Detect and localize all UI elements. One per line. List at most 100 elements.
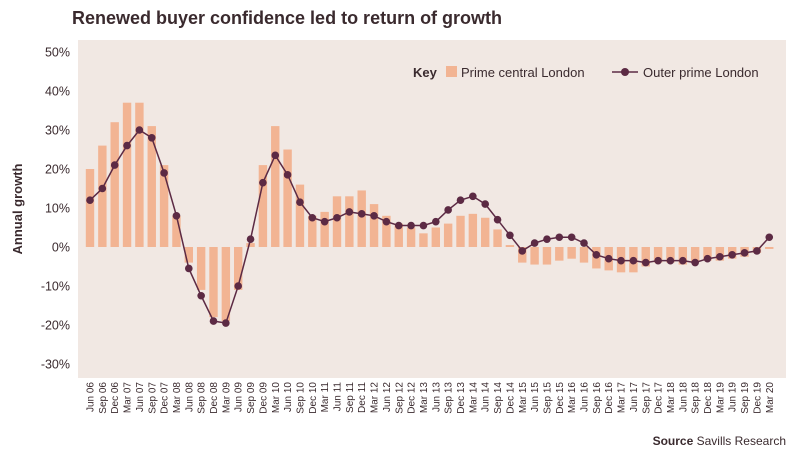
bar-prime-central: [196, 247, 206, 290]
point-outer-prime: [333, 213, 341, 222]
bar-prime-central: [246, 243, 255, 247]
point-outer-prime: [123, 141, 131, 150]
y-axis-label: Annual growth: [10, 163, 25, 254]
x-tick-label: Sep 14: [493, 382, 504, 414]
legend-entry-prime-central: Prime central London: [461, 65, 585, 80]
bar-prime-central: [765, 247, 774, 249]
point-outer-prime: [604, 254, 613, 263]
bar-prime-central: [431, 227, 440, 247]
point-outer-prime: [185, 264, 193, 273]
bar-prime-central: [234, 247, 243, 290]
x-tick-label: Sep 10: [295, 382, 306, 414]
point-outer-prime: [296, 198, 304, 206]
x-tick-label: Jun 10: [283, 382, 294, 412]
point-outer-prime: [98, 184, 107, 193]
bar-prime-central: [172, 215, 181, 247]
x-tick-label: Dec 11: [357, 382, 368, 413]
x-tick-label: Mar 07: [123, 382, 134, 414]
bar-prime-central: [221, 247, 231, 322]
source-text: Savills Research: [696, 434, 786, 448]
point-outer-prime: [629, 256, 638, 265]
bar-prime-central: [159, 165, 169, 247]
x-tick-label: Mar 13: [419, 382, 430, 414]
bar-prime-central: [332, 196, 342, 247]
x-tick-label: Jun 18: [678, 382, 689, 412]
bar-prime-central: [283, 149, 292, 247]
bar-prime-central: [518, 247, 527, 263]
point-outer-prime: [345, 208, 354, 216]
bar-prime-central: [690, 247, 700, 263]
point-outer-prime: [160, 169, 168, 177]
bar-prime-central: [271, 126, 280, 247]
point-outer-prime: [320, 217, 329, 226]
x-tick-label: Sep 16: [592, 382, 603, 414]
bar-prime-central: [666, 247, 675, 263]
point-outer-prime: [407, 221, 415, 230]
x-tick-label: Mar 17: [617, 382, 628, 414]
x-tick-label: Sep 09: [246, 382, 257, 414]
x-tick-label: Mar 19: [715, 382, 726, 414]
x-tick-label: Jun 15: [530, 382, 541, 412]
bar-prime-central: [382, 215, 391, 247]
x-tick-label: Dec 13: [456, 382, 467, 414]
x-tick-label: Mar 12: [370, 382, 381, 414]
point-outer-prime: [419, 221, 428, 230]
point-outer-prime: [283, 171, 292, 179]
point-outer-prime: [716, 252, 724, 261]
x-tick-label: Sep 12: [394, 382, 405, 414]
bar-prime-central: [258, 165, 268, 247]
bar-prime-central: [493, 229, 502, 247]
x-tick-label: Jun 16: [580, 382, 591, 412]
x-tick-label: Mar 15: [518, 382, 529, 414]
x-tick-label: Sep 13: [444, 382, 455, 414]
point-outer-prime: [555, 233, 564, 242]
legend-swatch-prime-central: [446, 66, 457, 77]
bar-prime-central: [135, 102, 144, 247]
bar-prime-central: [122, 102, 132, 247]
bar-prime-central: [703, 247, 712, 261]
legend: Key Prime central London Outer prime Lon…: [413, 65, 759, 80]
x-tick-label: Sep 06: [98, 382, 109, 414]
x-tick-label: Mar 18: [666, 382, 677, 414]
point-outer-prime: [432, 217, 440, 226]
x-tick-label: Mar 14: [468, 382, 479, 414]
point-outer-prime: [765, 233, 774, 242]
point-outer-prime: [172, 212, 181, 220]
x-tick-label: Dec 07: [160, 382, 171, 414]
point-outer-prime: [740, 249, 749, 257]
point-outer-prime: [209, 317, 218, 325]
x-tick-label: Sep 17: [641, 382, 652, 414]
bar-prime-central: [345, 196, 354, 247]
x-tick-label: Jun 12: [382, 382, 393, 412]
point-outer-prime: [308, 213, 317, 222]
source-label: Source: [652, 434, 694, 448]
bar-prime-central: [98, 145, 107, 247]
point-outer-prime: [617, 256, 625, 265]
x-tick-label: Sep 07: [147, 382, 158, 414]
point-outer-prime: [370, 212, 378, 220]
bar-prime-central: [184, 247, 193, 263]
point-outer-prime: [271, 151, 280, 160]
x-tick-label: Dec 16: [604, 382, 615, 414]
point-outer-prime: [518, 247, 527, 255]
x-tick-label: Dec 14: [505, 382, 516, 414]
bar-prime-central: [555, 247, 564, 261]
bar-prime-central: [542, 247, 552, 265]
bar-prime-central: [530, 247, 539, 265]
x-tick-label: Dec 15: [555, 382, 566, 414]
chart-title: Renewed buyer confidence led to return o…: [72, 8, 503, 28]
point-outer-prime: [666, 256, 675, 265]
point-outer-prime: [259, 178, 267, 187]
x-tick-label: Jun 19: [728, 382, 739, 412]
point-outer-prime: [222, 319, 230, 327]
bar-prime-central: [369, 204, 379, 247]
point-outer-prime: [592, 251, 601, 259]
bar-prime-central: [567, 247, 576, 259]
x-tick-label: Jun 13: [431, 382, 442, 412]
point-outer-prime: [691, 258, 699, 267]
bar-prime-central: [505, 245, 515, 247]
x-tick-label: Jun 14: [481, 382, 492, 412]
bar-prime-central: [394, 223, 403, 247]
point-outer-prime: [481, 200, 490, 208]
